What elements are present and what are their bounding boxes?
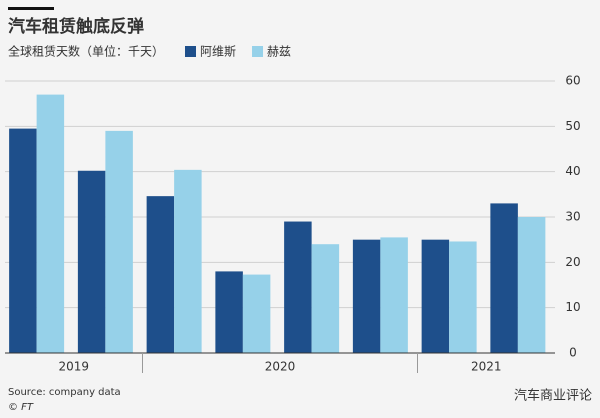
- bar: [380, 237, 408, 353]
- bar: [105, 130, 133, 353]
- y-tick-label: 0: [569, 346, 577, 360]
- bar: [9, 128, 37, 353]
- y-tick-label: 30: [565, 210, 580, 224]
- x-group-label: 2020: [265, 360, 296, 374]
- y-tick-label: 60: [565, 74, 580, 88]
- bar: [36, 94, 65, 353]
- x-group-label: 2021: [471, 360, 502, 374]
- bar: [174, 169, 202, 353]
- bar: [490, 203, 518, 353]
- legend-label: 阿维斯: [200, 45, 236, 59]
- bar: [517, 217, 546, 353]
- bar: [77, 170, 106, 353]
- bar: [215, 271, 243, 353]
- watermark: 汽车商业评论: [514, 388, 592, 404]
- y-tick-label: 10: [565, 300, 580, 314]
- bar: [146, 196, 175, 353]
- legend-label: 赫兹: [267, 45, 291, 59]
- bar: [242, 274, 271, 353]
- y-tick-label: 40: [565, 164, 580, 178]
- legend-swatch: [252, 46, 264, 57]
- legend-swatch: [185, 46, 196, 57]
- source: Source: company data: [8, 387, 121, 398]
- x-group-label: 2019: [58, 360, 89, 374]
- credit: © FT: [8, 402, 34, 413]
- title-bar: [8, 7, 54, 10]
- chart-subtitle: 全球租赁天数（单位：千天）: [8, 44, 164, 59]
- chart-title: 汽车租赁触底反弹: [8, 16, 144, 37]
- y-tick-label: 50: [565, 119, 580, 133]
- bar: [284, 221, 312, 353]
- bar: [449, 241, 477, 353]
- bar: [311, 244, 340, 353]
- bar: [421, 239, 450, 353]
- y-tick-label: 20: [565, 255, 580, 269]
- bar: [352, 239, 381, 353]
